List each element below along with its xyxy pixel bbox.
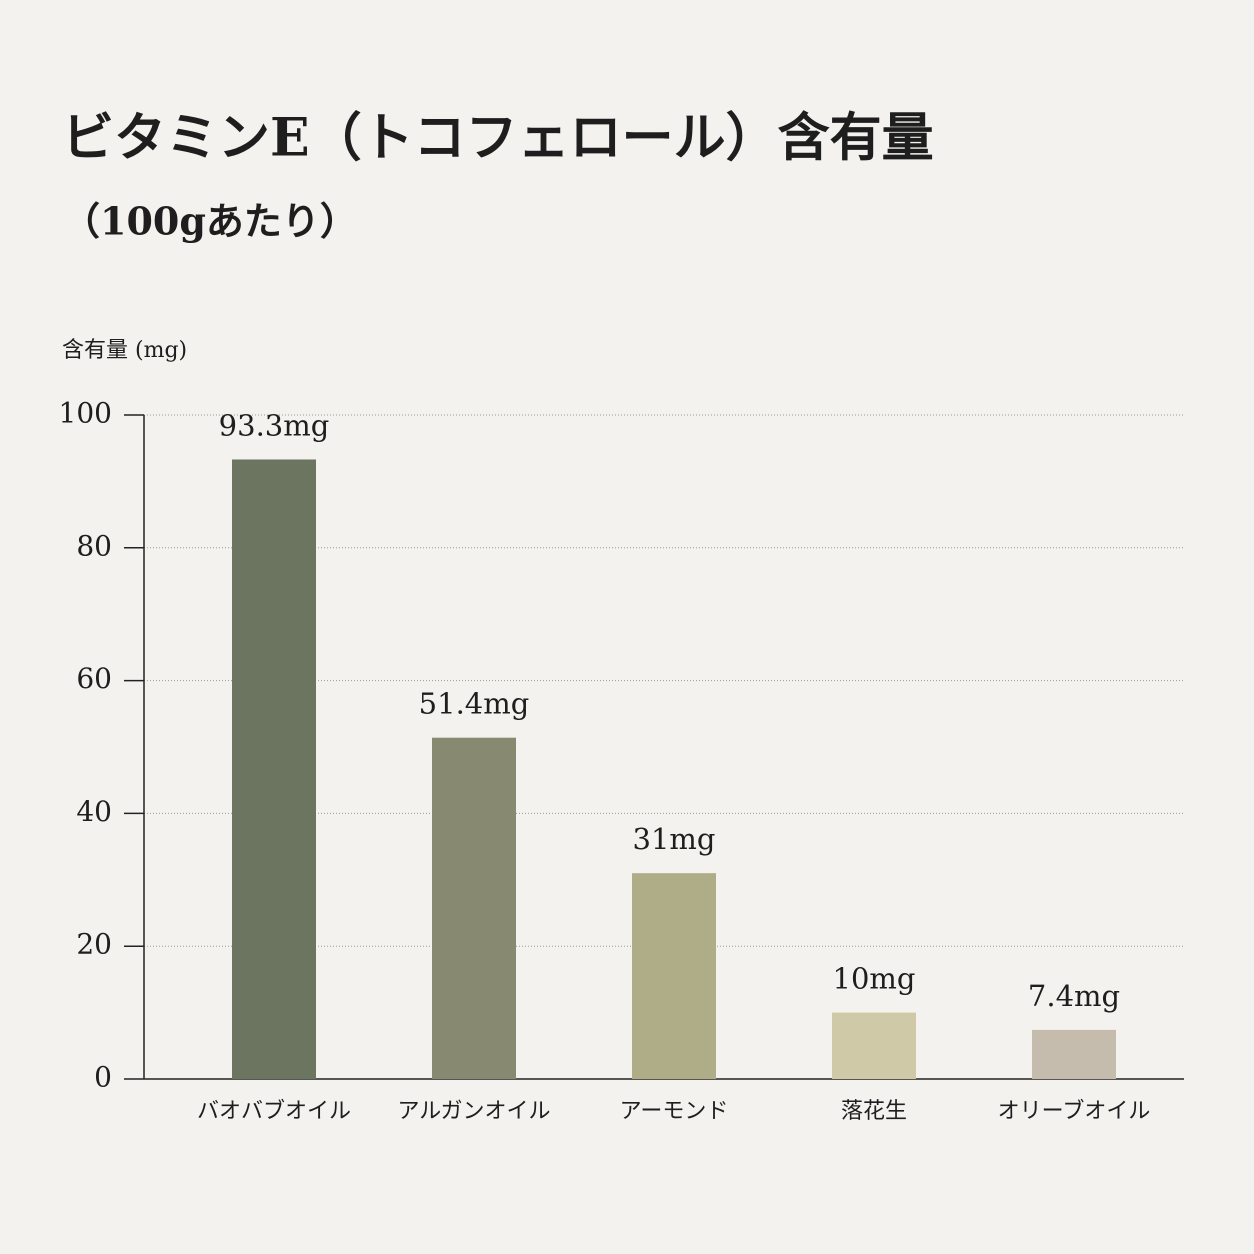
y-tick-label: 20	[76, 928, 112, 961]
x-tick-label: バオバブオイル	[197, 1099, 351, 1124]
x-tick-label: アーモンド	[620, 1099, 729, 1124]
x-tick-label: 落花生	[841, 1099, 907, 1124]
bar	[1032, 1029, 1116, 1079]
y-tick-label: 40	[76, 795, 112, 828]
bar	[632, 873, 716, 1079]
y-tick-label: 100	[59, 397, 112, 430]
x-tick-label: オリーブオイル	[998, 1099, 1151, 1124]
chart-title: ビタミンE（トコフェロール）含有量	[62, 108, 934, 169]
y-axis-label: 含有量 (mg)	[62, 338, 187, 363]
bar	[432, 737, 516, 1079]
data-label: 93.3mg	[219, 408, 330, 442]
data-label: 10mg	[833, 962, 916, 996]
data-label: 7.4mg	[1028, 979, 1120, 1013]
data-label: 31mg	[633, 822, 716, 856]
x-tick-label: アルガンオイル	[397, 1099, 550, 1124]
chart-subtitle: （100gあたり）	[62, 199, 358, 244]
y-tick-label: 0	[94, 1061, 112, 1094]
y-tick-label: 60	[76, 662, 112, 695]
data-label: 51.4mg	[419, 687, 530, 721]
bar	[232, 459, 316, 1079]
bar	[832, 1012, 916, 1079]
y-tick-label: 80	[76, 529, 112, 562]
